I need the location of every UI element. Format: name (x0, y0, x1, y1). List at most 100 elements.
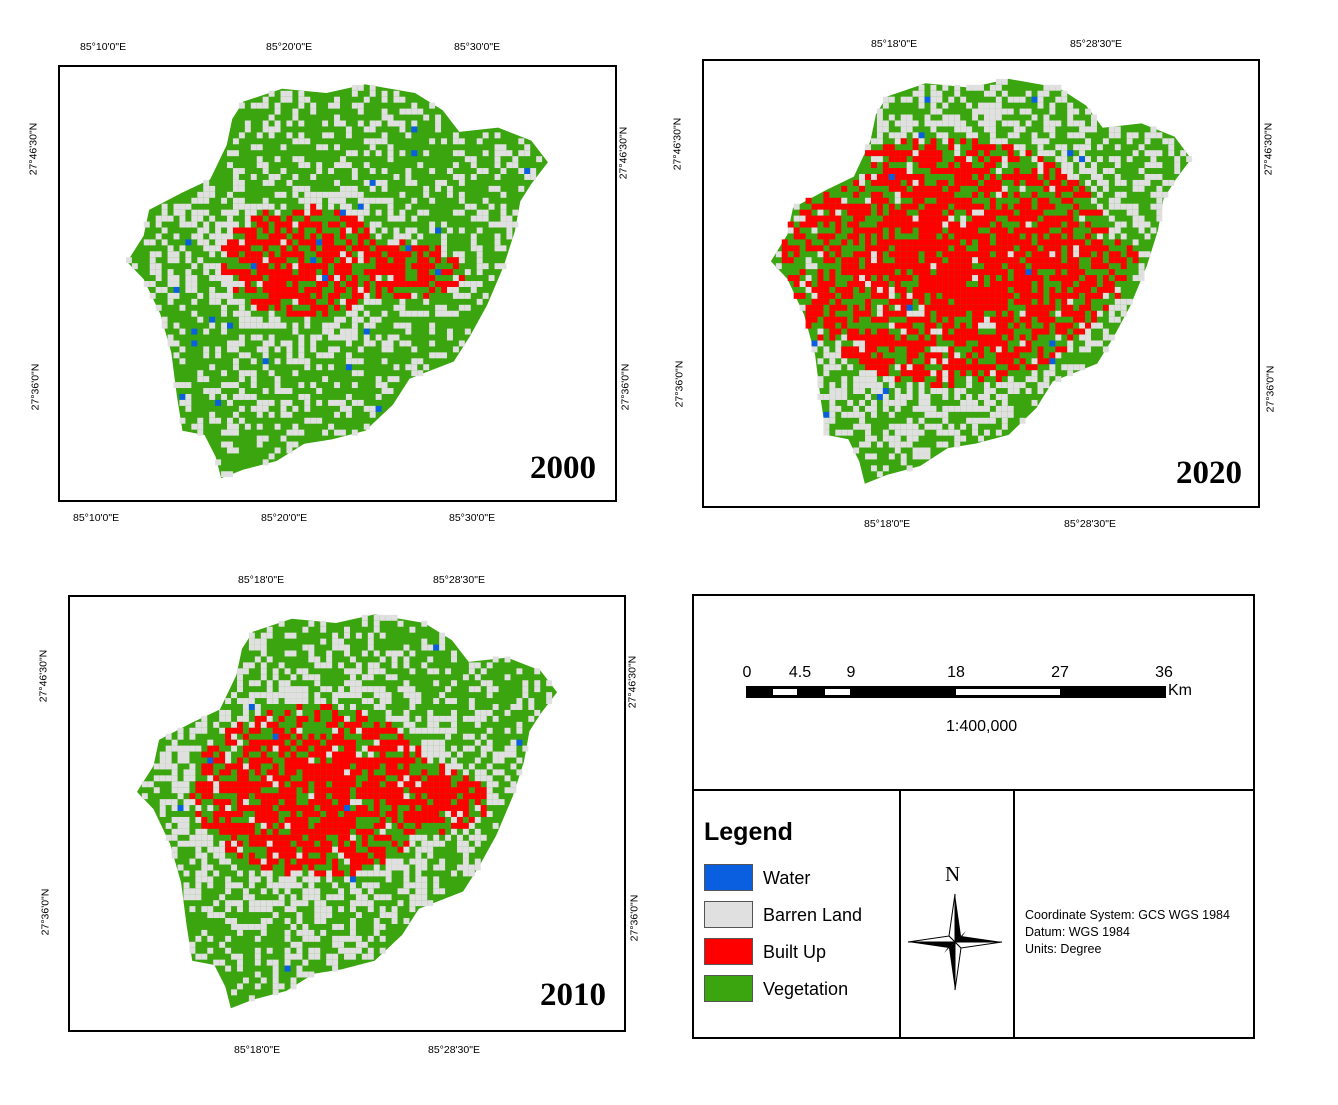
land-cover-cell (865, 370, 871, 377)
land-cover-cell (355, 793, 362, 800)
land-cover-cell (286, 132, 293, 139)
land-cover-cell (387, 239, 394, 246)
land-cover-cell (995, 245, 1002, 252)
land-cover-cell (954, 150, 961, 157)
land-cover-cell (865, 239, 871, 246)
land-cover-cell (817, 298, 824, 305)
land-cover-cell (171, 775, 178, 782)
land-cover-cell (284, 888, 291, 895)
land-cover-cell (1091, 263, 1097, 270)
land-cover-cell (1031, 168, 1038, 174)
land-cover-cell (924, 269, 931, 276)
land-cover-cell (433, 745, 440, 752)
land-cover-cell (439, 715, 446, 722)
land-cover-cell (829, 209, 836, 216)
land-cover-cell (197, 292, 204, 299)
land-cover-cell (865, 227, 871, 234)
land-cover-cell (375, 233, 382, 240)
land-cover-cell (482, 263, 489, 270)
land-cover-cell (349, 846, 356, 853)
land-cover-cell (906, 275, 913, 282)
land-cover-cell (924, 281, 931, 287)
land-cover-cell (379, 727, 386, 734)
land-cover-cell (439, 638, 446, 645)
land-cover-cell (847, 346, 854, 353)
land-cover-cell (1102, 286, 1109, 293)
land-cover-cell (302, 769, 309, 776)
land-cover-cell (213, 775, 220, 782)
land-cover-cell (528, 704, 535, 710)
land-cover-cell (799, 233, 806, 240)
land-cover-cell (399, 191, 406, 198)
land-cover-cell (1073, 275, 1080, 282)
land-cover-cell (516, 739, 523, 746)
land-cover-cell (185, 203, 192, 210)
land-cover-cell (344, 751, 350, 758)
land-cover-cell (272, 983, 279, 990)
land-cover-cell (799, 269, 806, 276)
land-cover-cell (339, 209, 346, 216)
land-cover-cell (468, 733, 475, 740)
land-cover-cell (452, 310, 459, 317)
land-cover-cell (954, 364, 961, 371)
land-cover-cell (429, 340, 436, 347)
land-cover-cell (314, 953, 321, 960)
land-cover-cell (936, 245, 943, 252)
land-cover-cell (326, 686, 333, 693)
land-cover-cell (835, 298, 842, 305)
land-cover-cell (960, 340, 967, 347)
land-cover-cell (334, 382, 340, 389)
land-cover-cell (1049, 364, 1056, 371)
land-cover-cell (983, 364, 990, 371)
land-cover-cell (1073, 156, 1080, 163)
land-cover-cell (302, 852, 309, 859)
land-cover-cell (219, 787, 226, 794)
land-cover-cell (930, 108, 937, 115)
land-cover-cell (942, 132, 949, 139)
land-cover-cell (385, 799, 392, 806)
land-cover-cell (918, 156, 925, 163)
land-cover-cell (227, 162, 233, 169)
land-cover-cell (1037, 352, 1044, 359)
land-cover-cell (930, 423, 937, 430)
land-cover-cell (201, 834, 208, 841)
land-cover-cell (441, 245, 447, 252)
land-cover-cell (231, 811, 238, 817)
land-cover-cell (411, 108, 418, 115)
land-cover-cell (272, 971, 279, 978)
land-cover-cell (799, 221, 806, 228)
land-cover-cell (1061, 162, 1068, 169)
land-cover-cell (183, 769, 190, 776)
land-cover-cell (435, 257, 442, 264)
land-cover-cell (942, 346, 949, 353)
land-cover-cell (244, 281, 251, 287)
land-cover-cell (195, 721, 202, 728)
land-cover-cell (498, 769, 505, 776)
land-cover-cell (417, 310, 424, 317)
land-cover-cell (1013, 286, 1020, 293)
land-cover-cell (357, 292, 364, 299)
land-cover-cell (385, 721, 392, 728)
land-cover-cell (421, 787, 428, 794)
land-cover-cell (882, 162, 889, 169)
land-cover-cell (322, 245, 329, 252)
land-cover-cell (882, 286, 889, 293)
land-cover-cell (912, 120, 919, 127)
land-cover-cell (344, 876, 350, 883)
land-cover-cell (1085, 251, 1092, 258)
land-cover-cell (870, 150, 877, 157)
land-cover-cell (334, 275, 340, 282)
land-cover-cell (248, 816, 255, 823)
land-cover-cell (995, 221, 1002, 228)
land-cover-cell (445, 775, 452, 782)
legend-swatch-builtup (704, 938, 753, 965)
land-cover-cell (936, 316, 943, 323)
land-cover-cell (930, 221, 937, 228)
land-cover-cell (213, 959, 220, 966)
land-cover-cell (1102, 138, 1109, 145)
land-cover-cell (201, 870, 208, 877)
land-cover-cell (865, 269, 871, 276)
land-cover-cell (1091, 120, 1097, 127)
land-cover-cell (369, 144, 376, 151)
land-cover-cell (250, 102, 257, 109)
